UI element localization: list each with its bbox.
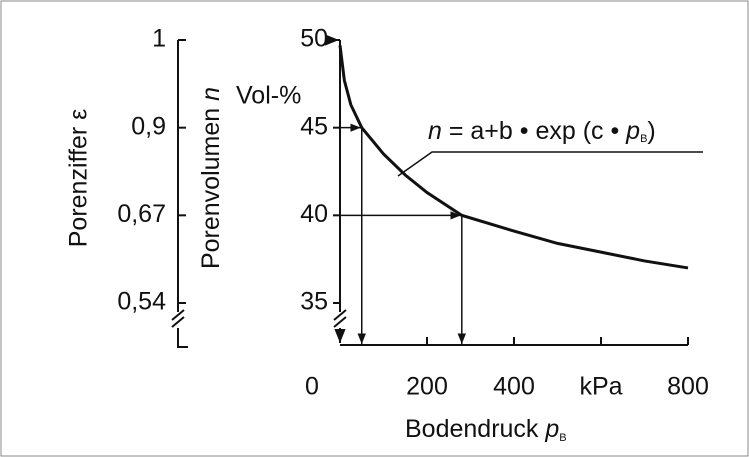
- x-label-sub: B: [559, 432, 566, 444]
- x-tick-label: 800: [667, 373, 709, 401]
- x-tick-label: 400: [493, 373, 535, 401]
- y-unit: Vol-%: [236, 82, 301, 110]
- y2-tick-label: 0,9: [131, 112, 166, 140]
- y-tick-label: 50: [300, 25, 328, 53]
- axis-break: [171, 309, 185, 328]
- leader-line: [397, 151, 703, 177]
- x-label-var: p: [544, 415, 559, 443]
- y-label-text: Porenvolumen: [197, 101, 225, 269]
- y2-tick-label: 0,67: [117, 200, 166, 228]
- y2-tick-label: 0,54: [117, 288, 166, 316]
- x-tick-label: kPa: [579, 373, 622, 401]
- x-label-text: Bodendruck: [405, 415, 545, 443]
- equation-lhs: n: [428, 117, 442, 145]
- y2-tick-label: 1: [152, 25, 166, 53]
- equation-var: p: [625, 117, 640, 145]
- equation-close: ): [647, 117, 655, 145]
- equation-sub: B: [640, 133, 647, 145]
- y-tick-label: 40: [300, 200, 328, 228]
- y2-axis: [177, 40, 188, 348]
- x-tick-label: 0: [305, 373, 319, 401]
- x-label: Bodendruck pB: [405, 415, 567, 444]
- y-label-var: n: [197, 87, 225, 101]
- curve: [338, 45, 689, 270]
- y2-label: Porenziffer ε: [65, 109, 93, 248]
- equation: n = a+b • exp (c • pB): [428, 117, 656, 145]
- y-label: Porenvolumen n: [197, 87, 225, 269]
- equation-rhs: = a+b • exp (c •: [442, 117, 626, 145]
- y-tick-label: 45: [300, 112, 328, 140]
- axis-break: [333, 309, 347, 328]
- x-tick-label: 200: [406, 373, 448, 401]
- y-tick-label: 35: [300, 288, 328, 316]
